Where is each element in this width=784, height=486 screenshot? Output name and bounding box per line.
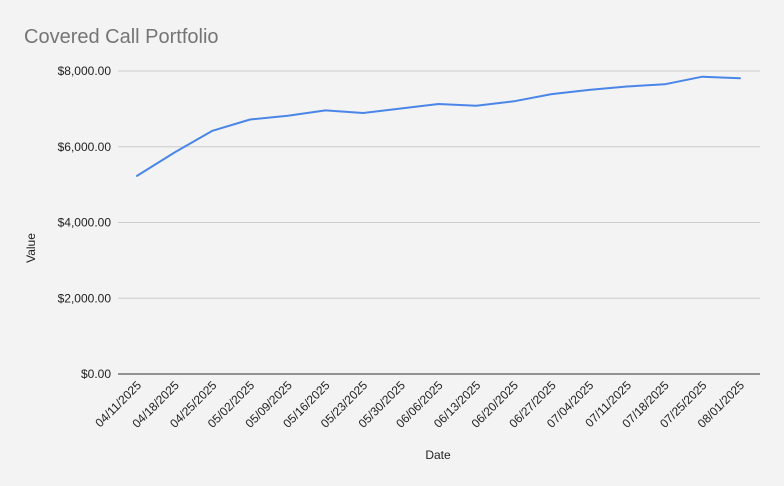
chart-title: Covered Call Portfolio <box>24 26 219 48</box>
y-tick-label: $8,000.00 <box>58 64 112 78</box>
gridlines <box>118 70 760 375</box>
x-axis-label: Date <box>425 448 451 462</box>
series-layer <box>136 75 741 177</box>
y-tick-label: $4,000.00 <box>58 216 112 230</box>
y-tick-label: $2,000.00 <box>58 291 112 305</box>
y-axis-tick-labels: $0.00 $2,000.00 $4,000.00 $6,000.00 $8,000.0… <box>58 64 112 381</box>
x-axis-tick-labels: 04/11/202504/18/202504/25/202505/02/2025… <box>92 378 747 431</box>
y-axis-label: Value <box>24 233 38 263</box>
y-tick-label: $6,000.00 <box>58 140 112 154</box>
y-tick-label: $0.00 <box>81 367 111 381</box>
series-line <box>136 75 741 177</box>
